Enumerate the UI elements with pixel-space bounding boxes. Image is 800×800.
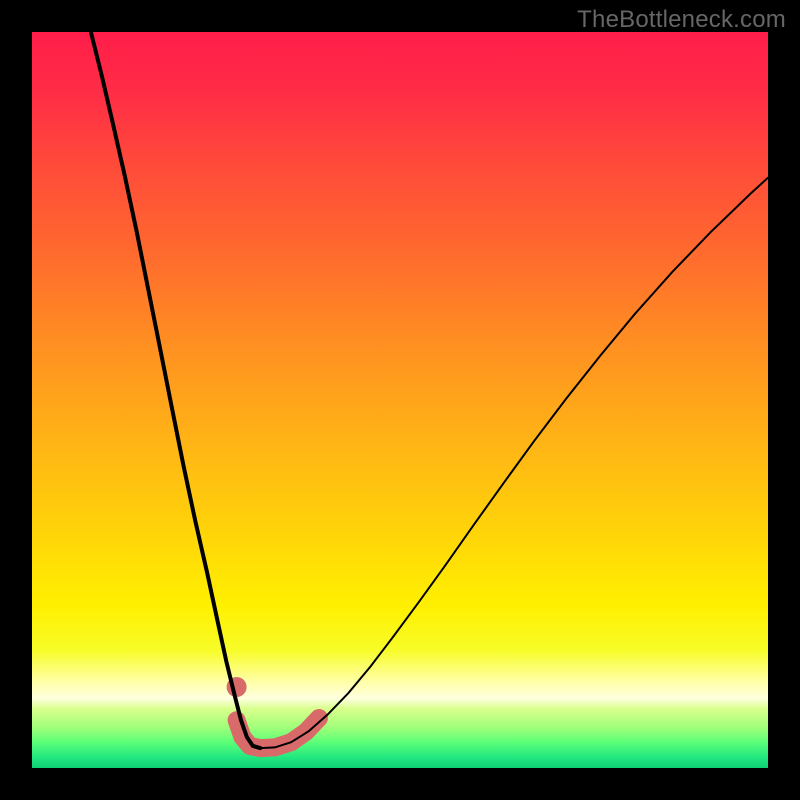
- chart-svg: [0, 0, 800, 800]
- gradient-background: [32, 32, 768, 768]
- chart-canvas: TheBottleneck.com: [0, 0, 800, 800]
- watermark-text: TheBottleneck.com: [577, 6, 786, 34]
